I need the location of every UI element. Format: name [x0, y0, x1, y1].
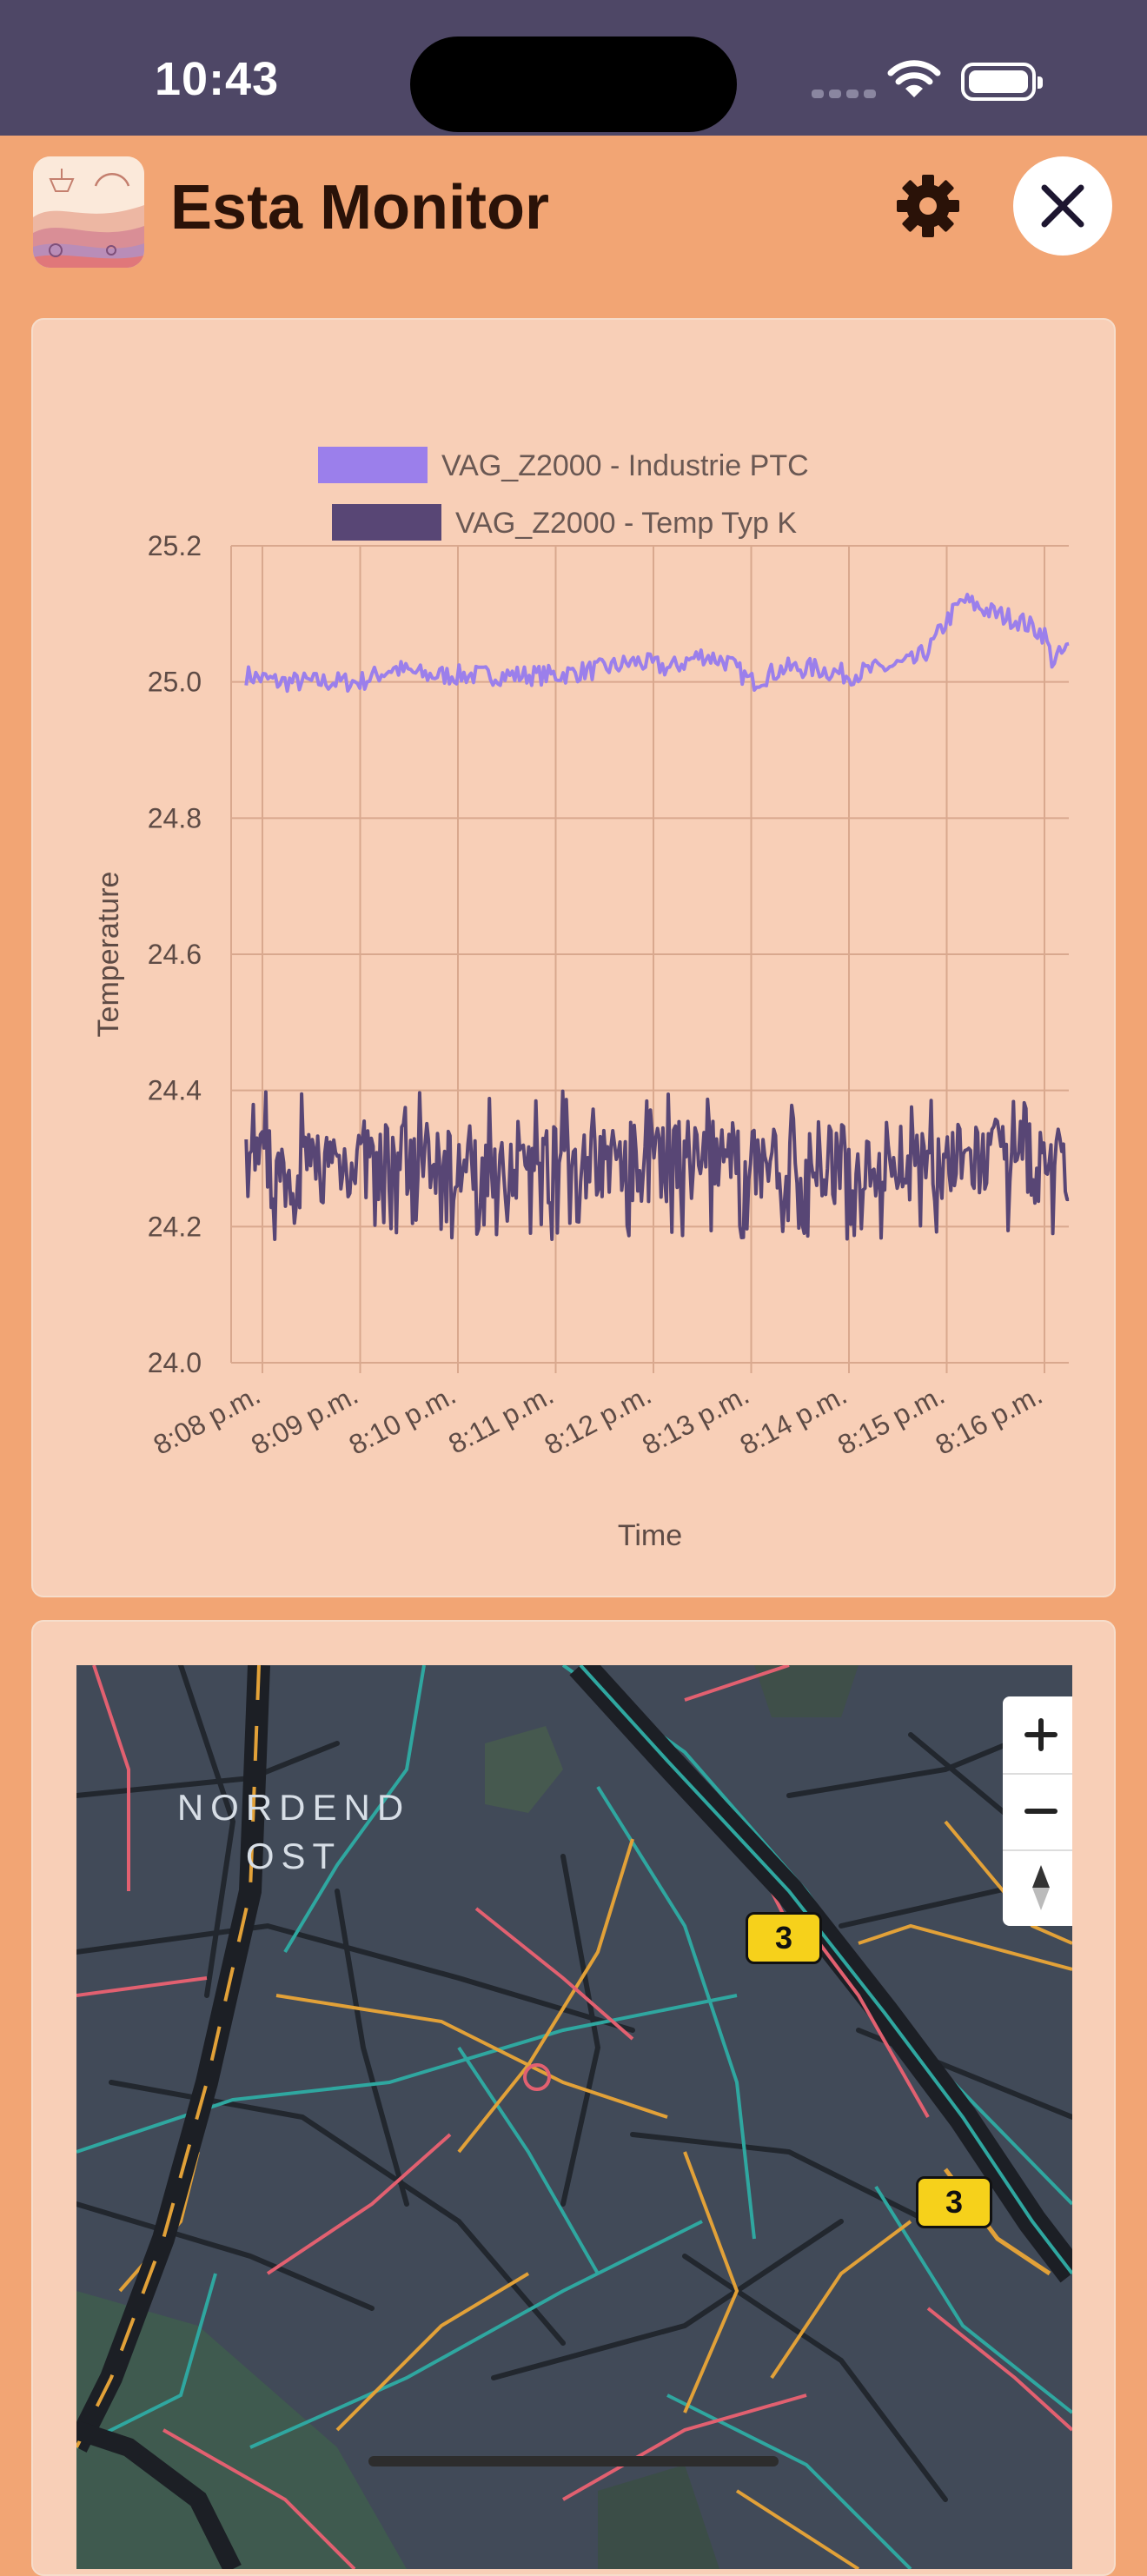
map-view[interactable]: NORDEND OST 3 3 [76, 1665, 1072, 2569]
y-tick-label: 25.0 [148, 667, 202, 698]
app-logo [33, 156, 144, 268]
legend-swatch [318, 447, 428, 483]
district-label-line1: NORDEND [176, 1787, 411, 1828]
compass-button[interactable] [1003, 1849, 1072, 1926]
x-tick-label: 8:12 p.m. [540, 1378, 657, 1460]
y-tick-label: 25.2 [148, 530, 202, 561]
temperature-chart: 24.0 24.2 24.4 24.6 24.8 25.0 25.2 8:08 p.m.8:0… [92, 447, 1070, 1552]
map-card: NORDEND OST 3 3 [31, 1620, 1116, 2576]
y-axis-title: Temperature [92, 872, 125, 1038]
x-tick-label: 8:08 p.m. [149, 1378, 266, 1460]
battery-icon [961, 63, 1043, 101]
x-tick-label: 8:15 p.m. [832, 1378, 950, 1460]
compass-icon [1032, 1865, 1050, 1910]
wifi-icon [887, 60, 941, 97]
dynamic-island [410, 37, 737, 132]
y-tick-label: 24.2 [148, 1211, 202, 1242]
gear-icon [897, 175, 959, 237]
y-tick-label: 24.8 [148, 802, 202, 833]
close-icon [1041, 184, 1084, 228]
x-tick-label: 8:16 p.m. [931, 1378, 1048, 1460]
x-tick-label: 8:10 p.m. [344, 1378, 461, 1460]
district-label: NORDEND OST [163, 1783, 424, 1881]
settings-button[interactable] [890, 172, 966, 240]
signal-icon [812, 87, 881, 103]
legend-swatch [332, 504, 441, 541]
app-title: Esta Monitor [170, 173, 550, 242]
route-badge: 3 [746, 1912, 822, 1964]
status-bar: 10:43 [0, 0, 1147, 136]
zoom-in-button[interactable] [1003, 1696, 1072, 1775]
x-tick-label: 8:14 p.m. [735, 1378, 852, 1460]
district-label-line2: OST [245, 1836, 342, 1876]
route-badge: 3 [916, 2176, 992, 2228]
y-tick-label: 24.6 [148, 939, 202, 970]
x-tick-label: 8:11 p.m. [443, 1378, 559, 1459]
plus-icon [1024, 1718, 1057, 1751]
y-tick-label: 24.0 [148, 1347, 202, 1378]
close-button[interactable] [1013, 156, 1112, 256]
map-controls [1003, 1696, 1072, 1926]
series-line-1 [244, 593, 1070, 694]
minus-icon [1024, 1809, 1057, 1814]
x-axis-title: Time [618, 1519, 682, 1552]
x-tick-label: 8:09 p.m. [246, 1378, 363, 1460]
chart-card: 24.0 24.2 24.4 24.6 24.8 25.0 25.2 8:08 p.m. 8:0… [31, 318, 1116, 1597]
x-tick-label: 8:13 p.m. [637, 1378, 754, 1460]
status-time: 10:43 [155, 53, 280, 105]
legend-label: VAG_Z2000 - Industrie PTC [441, 449, 809, 482]
home-indicator [368, 2456, 779, 2466]
series-line-2 [244, 1089, 1070, 1241]
legend-label: VAG_Z2000 - Temp Typ K [455, 507, 797, 540]
y-tick-label: 24.4 [148, 1075, 202, 1106]
zoom-out-button[interactable] [1003, 1773, 1072, 1851]
